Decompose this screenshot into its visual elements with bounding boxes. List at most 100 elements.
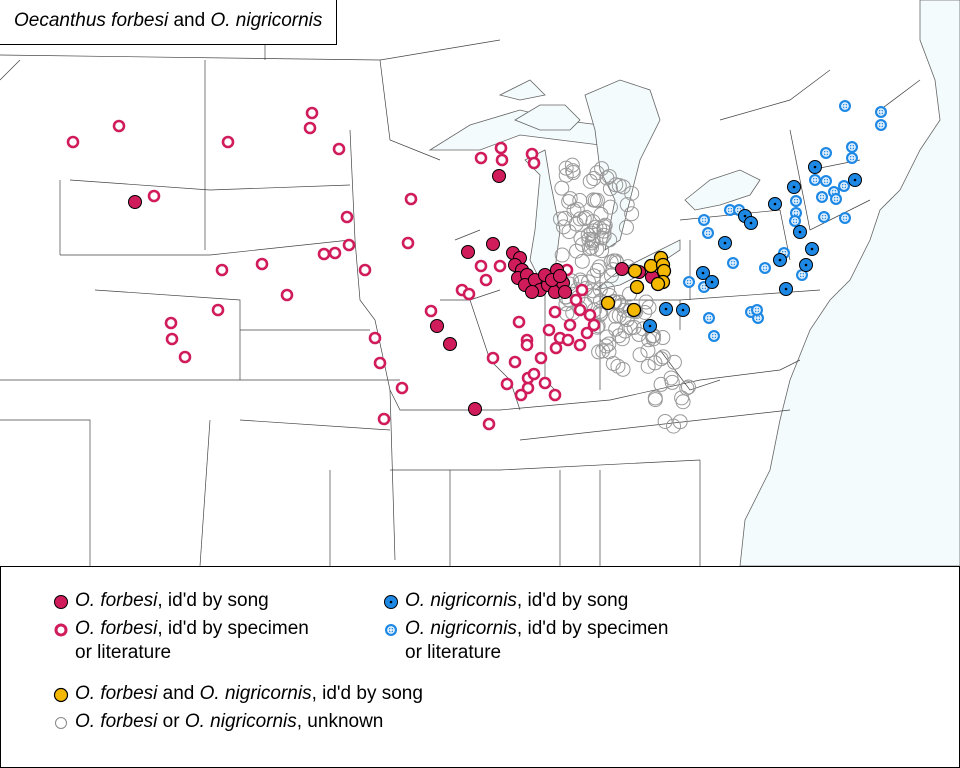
point-forbesi-specimen <box>165 332 179 346</box>
point-unknown <box>592 220 608 236</box>
title-species-2: O. nigricornis <box>210 10 323 31</box>
point-unknown <box>663 370 679 386</box>
point-cross <box>685 278 693 286</box>
point-unknown <box>618 219 634 235</box>
point-forbesi-specimen <box>548 388 562 402</box>
legend-and: and <box>157 683 200 704</box>
point-forbesi-song <box>492 169 506 183</box>
point-forbesi-specimen <box>164 316 178 330</box>
point-forbesi-specimen <box>178 350 192 364</box>
point-cross <box>818 193 826 201</box>
point-nigricornis-specimen <box>875 106 887 118</box>
point-unknown <box>640 358 656 374</box>
state-border <box>659 349 721 391</box>
point-forbesi-specimen <box>538 376 552 390</box>
point-forbesi-specimen <box>563 318 577 332</box>
point-nigricornis-specimen <box>816 191 828 203</box>
point-forbesi-specimen <box>474 259 488 273</box>
legend-species-2: O. nigricornis <box>199 683 312 704</box>
point-cross <box>877 108 885 116</box>
point-dot <box>681 308 685 312</box>
crimson-ring-icon <box>54 623 68 637</box>
point-unknown <box>580 227 596 243</box>
point-forbesi-specimen <box>373 356 387 370</box>
point-unknown <box>624 206 640 222</box>
point-unknown <box>580 274 596 290</box>
point-unknown <box>675 394 691 410</box>
point-dot <box>723 241 727 245</box>
point-unknown <box>594 161 610 177</box>
point-unknown <box>657 413 673 429</box>
point-cross <box>832 195 840 203</box>
point-forbesi-song <box>468 402 482 416</box>
state-border <box>69 179 351 191</box>
point-cross <box>704 229 712 237</box>
point-nigricornis-specimen <box>839 212 851 224</box>
blue-dot-circle-icon <box>384 595 398 609</box>
point-forbesi-specimen <box>395 381 409 395</box>
point-forbesi-specimen <box>494 141 508 155</box>
point-dot <box>648 324 652 328</box>
point-forbesi-specimen <box>211 303 225 317</box>
state-border <box>789 129 871 231</box>
state-border <box>499 359 801 411</box>
point-both-song <box>627 263 643 279</box>
point-dot <box>701 271 705 275</box>
point-cross <box>798 271 806 279</box>
point-nigricornis-specimen <box>727 257 739 269</box>
state-border <box>349 129 391 391</box>
point-nigricornis-specimen <box>846 152 858 164</box>
point-unknown <box>561 194 577 210</box>
point-cross <box>761 264 769 272</box>
legend-text: , unknown <box>296 711 384 732</box>
legend-text: , id'd by song <box>311 683 423 704</box>
point-forbesi-song <box>486 237 500 251</box>
point-unknown <box>557 210 573 226</box>
point-forbesi-specimen <box>305 106 319 120</box>
point-nigricornis-song <box>799 258 813 272</box>
point-forbesi-song <box>553 269 567 283</box>
point-forbesi-specimen <box>561 333 575 347</box>
point-forbesi-specimen <box>368 331 382 345</box>
point-dot <box>749 221 753 225</box>
point-unknown <box>594 243 610 259</box>
legend-text: , id'd by song <box>516 590 629 611</box>
water-body <box>514 104 581 131</box>
point-cross <box>791 217 799 225</box>
legend-species-2: O. nigricornis <box>184 711 297 732</box>
blue-crosshair-circle-icon <box>385 624 397 636</box>
legend-text: , id'd by song <box>157 590 269 611</box>
point-dot <box>798 230 802 234</box>
point-unknown <box>583 225 599 241</box>
point-cross <box>700 283 708 291</box>
point-dot <box>784 287 788 291</box>
legend-nigricornis-song: O. nigricornis, id'd by song <box>383 589 628 613</box>
point-unknown <box>587 192 603 208</box>
point-unknown <box>572 211 588 227</box>
point-forbesi-specimen <box>575 283 589 297</box>
point-forbesi-specimen <box>495 153 509 167</box>
state-border <box>499 459 701 471</box>
point-forbesi-specimen <box>542 323 556 337</box>
point-unknown <box>589 262 605 278</box>
point-forbesi-specimen <box>520 338 534 352</box>
point-forbesi-specimen <box>549 341 563 355</box>
point-both-song <box>629 279 645 295</box>
point-cross <box>820 213 828 221</box>
point-nigricornis-song <box>659 302 673 316</box>
point-nigricornis-song <box>705 275 719 289</box>
point-forbesi-specimen <box>514 388 528 402</box>
point-nigricornis-specimen <box>818 211 830 223</box>
point-unknown <box>605 356 621 372</box>
legend-text-2: or literature <box>405 642 502 663</box>
point-unknown <box>568 216 584 232</box>
point-nigricornis-song <box>848 173 862 187</box>
point-nigricornis-specimen <box>830 193 842 205</box>
state-border <box>389 389 500 411</box>
yellow-filled-circle-icon <box>53 687 69 703</box>
point-unknown <box>603 268 619 284</box>
point-nigricornis-specimen <box>846 141 858 153</box>
point-unknown <box>596 227 612 243</box>
state-border <box>60 239 351 256</box>
point-unknown <box>655 330 671 346</box>
